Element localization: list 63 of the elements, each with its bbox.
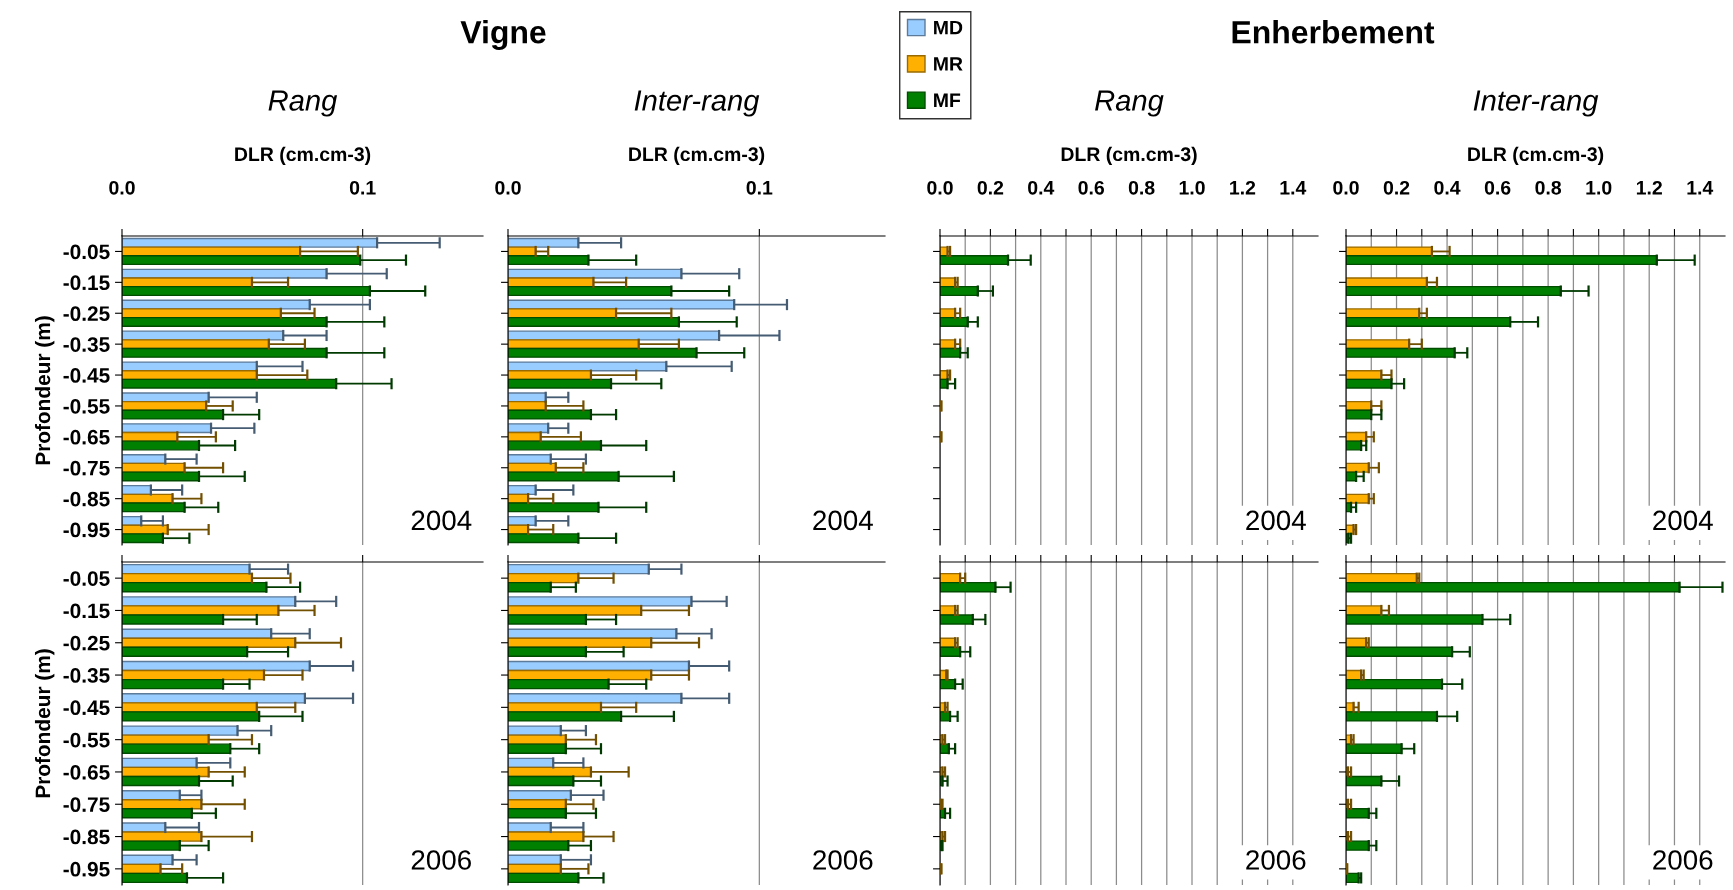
x-tick-label: 1.4 — [1687, 181, 1714, 195]
x-axis-title: DLR (cm.cm-3) — [235, 146, 371, 165]
y-axis-title: Profondeur (m) — [34, 649, 55, 798]
y-tick-label: -0.35 — [63, 337, 110, 352]
chart-title: Vigne — [460, 20, 546, 50]
y-tick-label: -0.75 — [63, 797, 110, 812]
y-tick-label: -0.25 — [63, 306, 110, 321]
y-tick-label: -0.75 — [63, 460, 110, 476]
x-tick-label: 1.0 — [1586, 180, 1612, 195]
x-tick-label: 0.0 — [109, 180, 135, 195]
x-axis-title: DLR (cm.cm-3) — [1468, 146, 1604, 165]
chart-subtitle: Inter-rang — [634, 90, 760, 117]
y-tick-label: -0.55 — [63, 732, 110, 748]
y-tick-label: -0.35 — [63, 668, 110, 683]
annotation: 2006 — [813, 850, 873, 870]
y-tick-label: -0.45 — [63, 700, 110, 716]
annotation: 2004 — [1653, 510, 1713, 531]
y-tick-label: -0.95 — [63, 522, 110, 538]
x-tick-label: 0.6 — [1484, 180, 1511, 195]
x-tick-label: 0.0 — [1333, 180, 1359, 195]
x-tick-label: 0.1 — [746, 180, 773, 195]
x-tick-label: 0.8 — [1535, 180, 1562, 195]
chart-title: Enherbement — [1232, 20, 1435, 44]
y-tick-label: -0.05 — [63, 244, 110, 260]
y-tick-label: -0.85 — [63, 829, 110, 845]
x-tick-label: 0.4 — [1434, 180, 1461, 195]
y-tick-label: -0.45 — [63, 368, 110, 383]
x-tick-label: 0.2 — [1383, 180, 1410, 195]
chart-subtitle: Rang — [1095, 90, 1164, 117]
x-tick-label: 0.4 — [1028, 180, 1055, 195]
x-tick-label: 0.8 — [1128, 180, 1155, 195]
x-axis-title: DLR (cm.cm-3) — [629, 146, 765, 165]
chart-subtitle: Inter-rang — [1473, 90, 1599, 117]
annotation: 2004 — [1246, 510, 1306, 531]
x-tick-label: 0.0 — [495, 180, 521, 195]
y-tick-label: -0.65 — [63, 429, 110, 445]
y-tick-label: -0.55 — [63, 398, 110, 414]
x-tick-label: 1.2 — [1636, 180, 1662, 195]
annotation: 2004 — [813, 510, 873, 531]
legend-label: MF — [934, 93, 961, 107]
x-tick-label: 0.1 — [349, 180, 376, 195]
x-tick-label: 0.0 — [927, 180, 953, 195]
legend-label: MD — [934, 20, 963, 35]
chart-subtitle: Rang — [268, 90, 338, 117]
y-tick-label: -0.15 — [63, 603, 110, 619]
y-tick-label: -0.85 — [63, 491, 110, 507]
x-tick-label: 1.2 — [1230, 180, 1256, 195]
annotation: 2006 — [1246, 850, 1306, 870]
x-tick-label: 0.6 — [1078, 180, 1105, 195]
x-tick-label: 1.4 — [1280, 181, 1307, 195]
annotation: 2006 — [1653, 850, 1713, 870]
y-tick-label: -0.15 — [63, 275, 110, 291]
legend-label: MR — [934, 57, 963, 71]
annotation: 2004 — [411, 510, 472, 531]
x-tick-label: 0.2 — [977, 180, 1004, 195]
y-tick-label: -0.25 — [63, 635, 110, 651]
annotation: 2006 — [411, 850, 471, 870]
y-axis-title: Profondeur (m) — [34, 316, 55, 465]
x-axis-title: DLR (cm.cm-3) — [1061, 146, 1197, 165]
y-tick-label: -0.05 — [63, 571, 110, 586]
y-tick-label: -0.95 — [63, 861, 110, 877]
x-tick-label: 1.0 — [1179, 180, 1205, 195]
y-tick-label: -0.65 — [63, 764, 110, 780]
